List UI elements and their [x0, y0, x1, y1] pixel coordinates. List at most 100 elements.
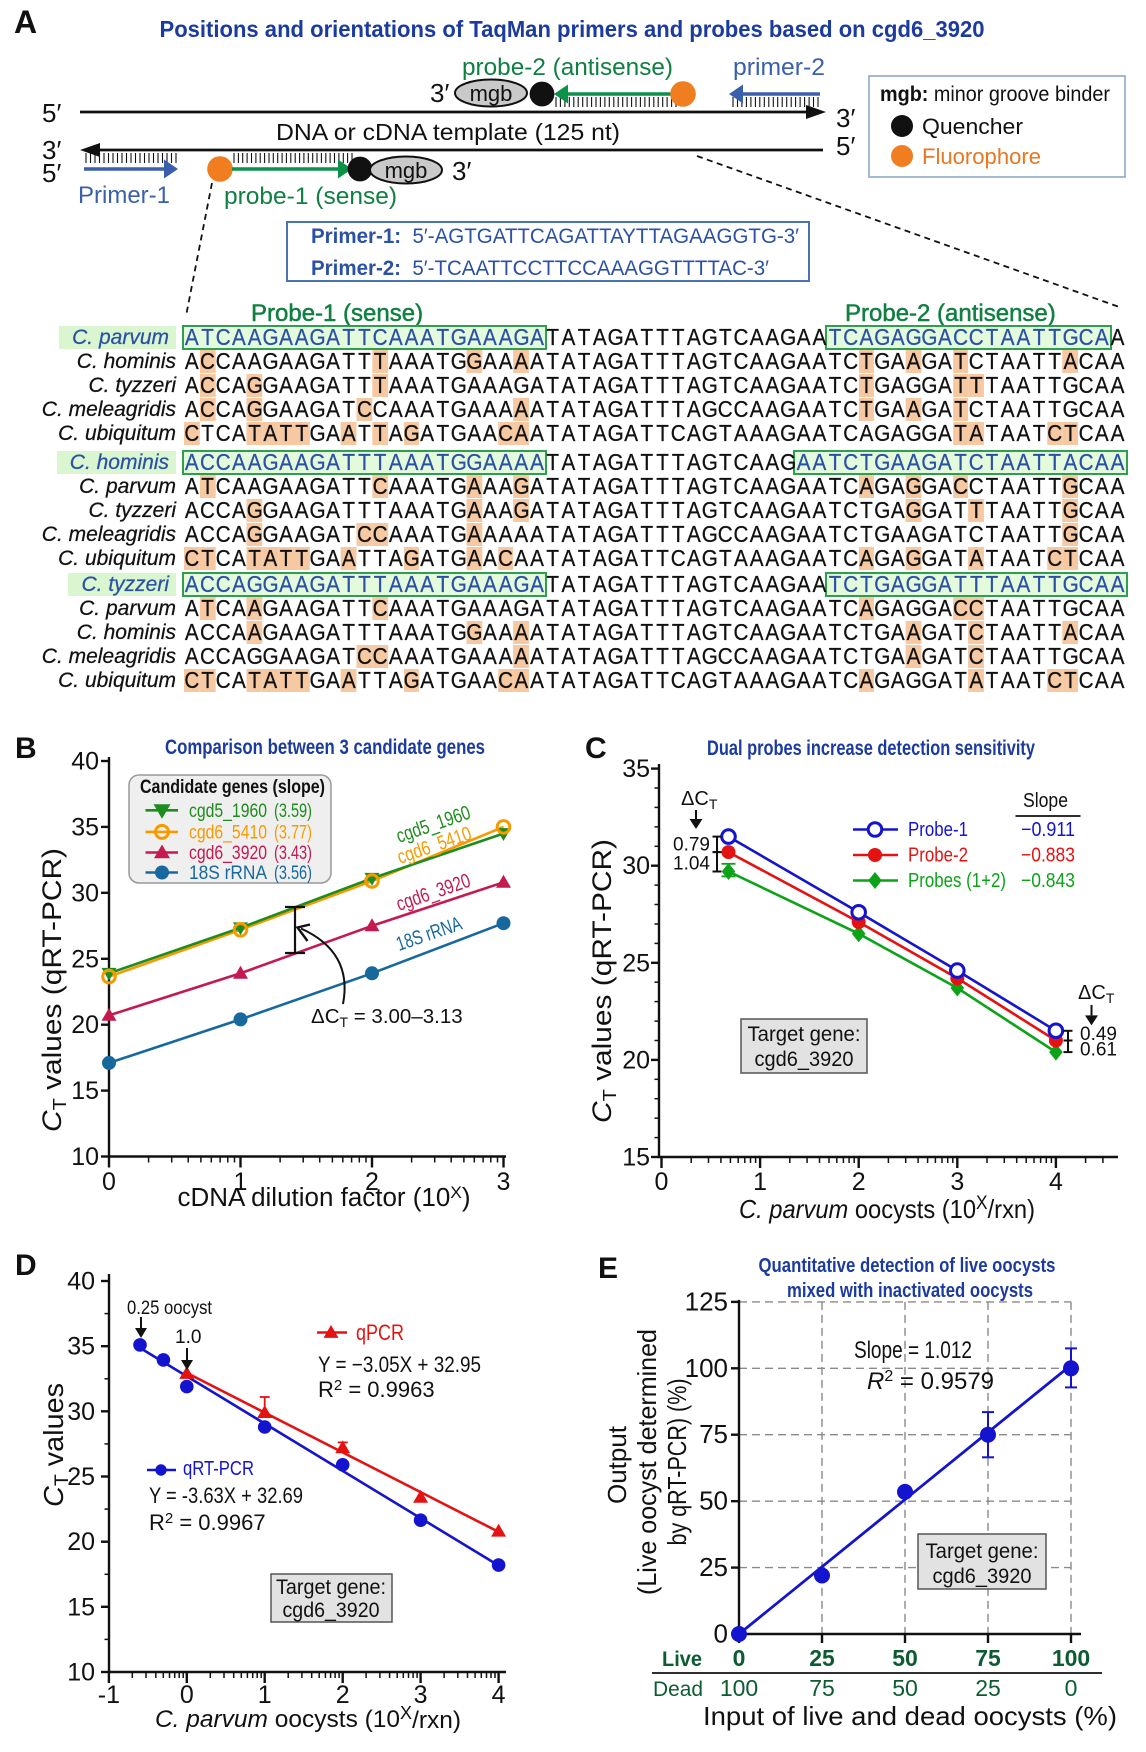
svg-text:cgd6_3920: cgd6_3920: [283, 1599, 380, 1622]
svg-text:Primer-1: Primer-1: [78, 182, 170, 209]
svg-text:3′: 3′: [452, 156, 471, 186]
svg-text:0: 0: [1065, 1675, 1078, 1701]
svg-text:R2 = 0.9579: R2 = 0.9579: [867, 1368, 994, 1395]
svg-text:15: 15: [622, 1144, 650, 1172]
svg-text:30: 30: [67, 1398, 95, 1426]
svg-text:1.0: 1.0: [175, 1327, 201, 1348]
svg-text:A: A: [14, 4, 37, 40]
svg-text:15: 15: [67, 1593, 95, 1621]
svg-text:C: C: [585, 732, 607, 765]
svg-text:Dead: Dead: [653, 1678, 703, 1701]
svg-text:50: 50: [892, 1675, 918, 1701]
svg-text:50: 50: [699, 1486, 728, 1516]
svg-text:Slope = 1.012: Slope = 1.012: [854, 1337, 972, 1364]
svg-text:25: 25: [71, 945, 99, 973]
svg-text:0: 0: [714, 1619, 728, 1649]
svg-text:3′: 3′: [42, 135, 61, 165]
svg-text:20: 20: [67, 1528, 95, 1556]
svg-text:75: 75: [809, 1675, 835, 1701]
svg-text:−0.843: −0.843: [1021, 870, 1075, 892]
svg-text:Slope: Slope: [1023, 790, 1068, 812]
svg-text:0.79: 0.79: [673, 834, 710, 855]
svg-text:mixed with inactivated oocysts: mixed with inactivated oocysts: [787, 1280, 1033, 1302]
svg-text:2: 2: [852, 1168, 866, 1196]
svg-text:qPCR: qPCR: [356, 1320, 404, 1345]
svg-text:18S rRNA: 18S rRNA: [189, 863, 267, 884]
svg-text:E: E: [598, 1252, 618, 1285]
svg-text:125: 125: [685, 1286, 728, 1316]
svg-text:Primer-1: 5′-AGTGATTCAGATTAYT: Primer-1: 5′-AGTGATTCAGATTAYTTAGAAGGTG-3…: [311, 225, 799, 248]
svg-text:1: 1: [234, 1168, 248, 1196]
svg-text:DNA or cDNA template (125 nt): DNA or cDNA template (125 nt): [276, 119, 620, 145]
svg-text:75: 75: [975, 1645, 1001, 1671]
svg-text:Y = −3.05X + 32.95: Y = −3.05X + 32.95: [318, 1352, 481, 1377]
svg-text:R2 = 0.9967: R2 = 0.9967: [149, 1510, 266, 1535]
svg-text:(3.77): (3.77): [274, 822, 312, 843]
svg-text:Input of live and dead oocysts: Input of live and dead oocysts (%): [703, 1701, 1117, 1731]
svg-text:4: 4: [1049, 1168, 1063, 1196]
svg-text:Live: Live: [662, 1648, 702, 1671]
svg-text:3: 3: [950, 1168, 964, 1196]
svg-text:40: 40: [71, 748, 99, 776]
svg-text:-1: -1: [98, 1681, 120, 1709]
svg-text:mgb: minor groove binder: mgb: minor groove binder: [880, 83, 1110, 106]
svg-text:0: 0: [180, 1681, 194, 1709]
svg-text:2: 2: [365, 1168, 379, 1196]
svg-text:Target gene:: Target gene:: [276, 1576, 386, 1599]
svg-text:1.04: 1.04: [673, 854, 710, 875]
svg-text:75: 75: [699, 1419, 728, 1449]
svg-text:Positions and orientations of: Positions and orientations of TaqMan pri…: [160, 16, 985, 42]
svg-text:mgb: mgb: [470, 81, 513, 106]
svg-text:3: 3: [497, 1168, 511, 1196]
svg-text:100: 100: [685, 1353, 728, 1383]
svg-text:(3.56): (3.56): [274, 863, 312, 884]
svg-text:35: 35: [622, 755, 650, 783]
svg-text:40: 40: [67, 1268, 95, 1296]
svg-text:25: 25: [67, 1463, 95, 1491]
svg-text:Probe-2: Probe-2: [908, 845, 968, 867]
svg-text:Fluorophore: Fluorophore: [922, 144, 1041, 169]
svg-text:100: 100: [720, 1675, 758, 1701]
svg-text:Candidate genes (slope): Candidate genes (slope): [140, 777, 325, 798]
svg-text:50: 50: [892, 1645, 918, 1671]
svg-text:probe-2 (antisense): probe-2 (antisense): [462, 54, 673, 81]
svg-text:by qRT-PCR) (%): by qRT-PCR) (%): [662, 1379, 692, 1546]
svg-text:25: 25: [975, 1675, 1001, 1701]
svg-text:D: D: [15, 1249, 37, 1282]
svg-text:30: 30: [622, 852, 650, 880]
svg-text:(Live oocyst determined: (Live oocyst determined: [632, 1329, 662, 1595]
svg-text:0: 0: [655, 1168, 669, 1196]
svg-text:cgd5_1960: cgd5_1960: [189, 801, 267, 822]
svg-text:30: 30: [71, 879, 99, 907]
svg-text:primer-2: primer-2: [733, 54, 825, 81]
svg-text:−0.911: −0.911: [1021, 819, 1075, 841]
svg-text:2: 2: [336, 1681, 350, 1709]
svg-text:1: 1: [753, 1168, 767, 1196]
svg-text:cDNA dilution factor (10X): cDNA dilution factor (10 X): [178, 1183, 471, 1212]
svg-text:(3.59): (3.59): [274, 801, 312, 822]
svg-text:(3.43): (3.43): [274, 843, 312, 864]
svg-text:10: 10: [71, 1143, 99, 1171]
svg-text:Comparison between 3 candidate: Comparison between 3 candidate genes: [165, 736, 485, 759]
svg-text:4: 4: [492, 1681, 506, 1709]
svg-text:cgd6_5410: cgd6_5410: [189, 822, 267, 843]
svg-text:15: 15: [71, 1077, 99, 1105]
svg-text:Y = -3.63X + 32.69: Y = -3.63X + 32.69: [149, 1483, 303, 1508]
svg-text:100: 100: [1052, 1645, 1090, 1671]
svg-text:Output: Output: [602, 1425, 632, 1504]
svg-text:Probe-1: Probe-1: [908, 819, 968, 841]
svg-text:Dual probes increase detection: Dual probes increase detection sensitivi…: [707, 737, 1035, 760]
svg-text:qRT-PCR: qRT-PCR: [183, 1458, 254, 1480]
svg-text:25: 25: [699, 1552, 728, 1582]
svg-text:1: 1: [258, 1681, 272, 1709]
svg-text:Primer-2: 5′-TCAATTCCTTCCAAAG: Primer-2: 5′-TCAATTCCTTCCAAAGGTTTTAC-3′: [311, 257, 769, 280]
svg-text:CT values (qRT-PCR): CT values (qRT-PCR): [37, 848, 70, 1132]
svg-text:Target gene:: Target gene:: [748, 1023, 861, 1046]
svg-text:20: 20: [622, 1046, 650, 1074]
svg-text:3′: 3′: [836, 103, 855, 133]
svg-text:Quantitative detection of live: Quantitative detection of live oocysts: [759, 1255, 1056, 1277]
svg-text:cgd6_3920: cgd6_3920: [933, 1565, 1032, 1588]
svg-text:5′: 5′: [42, 158, 61, 188]
svg-text:cgd6_3920: cgd6_3920: [755, 1048, 854, 1071]
svg-text:Target gene:: Target gene:: [926, 1540, 1039, 1563]
